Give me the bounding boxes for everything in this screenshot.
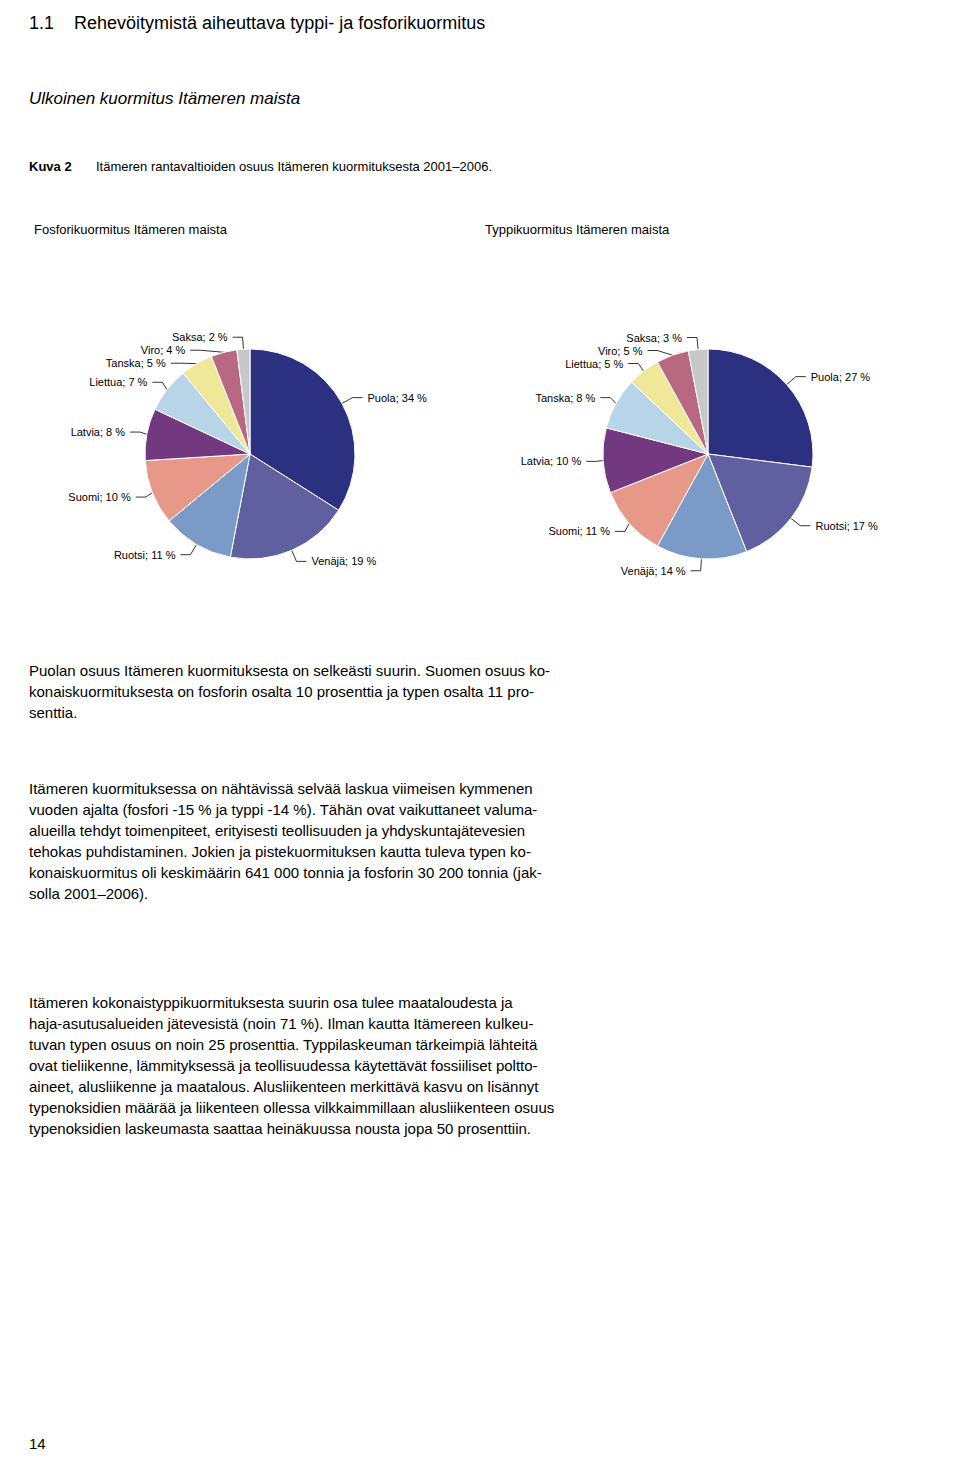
svg-text:Itämeren kokonaistyppikuormitu: Itämeren kokonaistyppikuormituksesta suu…	[29, 994, 513, 1011]
svg-text:Ulkoinen kuormitus Itämeren ma: Ulkoinen kuormitus Itämeren maista	[29, 89, 300, 108]
svg-text:solla 2001–2006).: solla 2001–2006).	[29, 885, 148, 902]
svg-text:ovat tieliikenne, lämmityksess: ovat tieliikenne, lämmityksessä ja teoll…	[29, 1057, 538, 1074]
svg-text:Saksa; 2 %: Saksa; 2 %	[172, 331, 228, 343]
svg-text:Tanska; 8 %: Tanska; 8 %	[535, 392, 595, 404]
svg-text:konaiskuormitus oli keskimääri: konaiskuormitus oli keskimäärin 641 000 …	[29, 864, 542, 881]
svg-text:Puola; 34 %: Puola; 34 %	[368, 392, 428, 404]
svg-text:Itämeren kuormituksessa on näh: Itämeren kuormituksessa on nähtävissä se…	[29, 780, 533, 797]
svg-text:Venäjä; 19 %: Venäjä; 19 %	[311, 555, 376, 567]
svg-text:tuvan typen osuus on noin 25 p: tuvan typen osuus on noin 25 prosenttia.…	[29, 1036, 538, 1053]
svg-text:Venäjä; 14 %: Venäjä; 14 %	[621, 565, 686, 577]
svg-text:Liettua; 7 %: Liettua; 7 %	[89, 376, 147, 388]
svg-text:Ruotsi; 11 %: Ruotsi; 11 %	[114, 549, 176, 561]
svg-text:Puolan osuus Itämeren kuormitu: Puolan osuus Itämeren kuormituksesta on …	[29, 662, 550, 679]
svg-text:alueilla tehdyt toimenpiteet,: alueilla tehdyt toimenpiteet, erityisest…	[29, 822, 525, 839]
svg-text:Saksa; 3 %: Saksa; 3 %	[626, 332, 682, 344]
svg-text:tehokas puhdistaminen. Jokien: tehokas puhdistaminen. Jokien ja pisteku…	[29, 843, 531, 860]
svg-text:Ruotsi; 17 %: Ruotsi; 17 %	[815, 520, 878, 532]
svg-text:Itämeren rantavaltioiden osuus: Itämeren rantavaltioiden osuus Itämeren …	[96, 159, 492, 174]
svg-text:Viro; 4 %: Viro; 4 %	[141, 344, 186, 356]
svg-text:Latvia; 8 %: Latvia; 8 %	[71, 426, 126, 438]
svg-text:vuoden ajalta (fosfori -15 % j: vuoden ajalta (fosfori -15 % ja typpi -1…	[29, 801, 537, 818]
svg-text:haja-asutusalueiden jätevesist: haja-asutusalueiden jätevesistä (noin 71…	[29, 1015, 533, 1032]
svg-text:Puola; 27 %: Puola; 27 %	[811, 371, 871, 383]
svg-text:senttia.: senttia.	[29, 704, 77, 721]
svg-text:Kuva 2: Kuva 2	[29, 159, 72, 174]
svg-text:konaiskuormituksesta on fosfor: konaiskuormituksesta on fosforin osalta …	[29, 683, 534, 700]
svg-text:Latvia; 10 %: Latvia; 10 %	[521, 455, 582, 467]
svg-text:typenoksidien määrää ja liiken: typenoksidien määrää ja liikenteen olles…	[29, 1099, 554, 1116]
svg-text:Suomi; 11 %: Suomi; 11 %	[548, 525, 610, 537]
svg-text:Tanska; 5 %: Tanska; 5 %	[106, 357, 166, 369]
svg-text:Typpikuormitus Itämeren maista: Typpikuormitus Itämeren maista	[485, 222, 670, 237]
svg-text:14: 14	[29, 1435, 46, 1452]
svg-text:Fosforikuormitus Itämeren mais: Fosforikuormitus Itämeren maista	[34, 222, 228, 237]
svg-text:aineet, alusliikenne ja maatal: aineet, alusliikenne ja maatalous. Alusl…	[29, 1078, 539, 1095]
svg-text:Viro; 5 %: Viro; 5 %	[598, 345, 643, 357]
svg-text:Suomi; 10 %: Suomi; 10 %	[68, 491, 131, 503]
svg-text:1.1 Rehevöitymistä aiheutta: 1.1 Rehevöitymistä aiheuttava typpi- ja …	[29, 13, 485, 33]
svg-text:typenoksidien laskeumasta saat: typenoksidien laskeumasta saattaa heinäk…	[29, 1120, 531, 1137]
svg-text:Liettua; 5 %: Liettua; 5 %	[565, 358, 623, 370]
